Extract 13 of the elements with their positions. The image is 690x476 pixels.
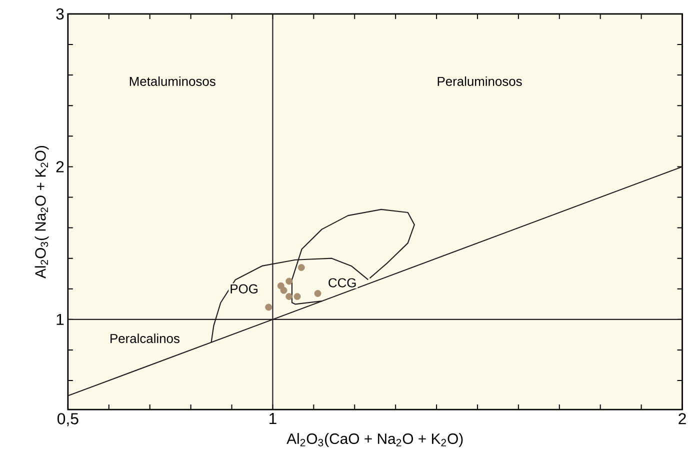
- x-tick-label: 2: [678, 412, 686, 424]
- annotation: Metaluminosos: [130, 76, 216, 86]
- text: Al$_{2}$O$_{3}$(CaO + Na$_{2}$O + K$_{2}$O): [286, 432, 463, 447]
- y-tick-label: 2: [56, 160, 64, 172]
- text: Al$_{2}$O$_{3}$( Na$_{2}$O + K$_{2}$O): [34, 146, 49, 278]
- y-tick-label: 1: [56, 314, 64, 325]
- x-tick-label: 0,5: [57, 412, 78, 426]
- y-tick-label: 3: [56, 8, 64, 20]
- annotation: CCG: [328, 278, 356, 288]
- x-tick-label: 1: [269, 412, 276, 424]
- annotation: Peralcalinos: [110, 333, 180, 343]
- annotation: Peraluminosos: [438, 76, 522, 86]
- annotation: POG: [230, 284, 258, 294]
